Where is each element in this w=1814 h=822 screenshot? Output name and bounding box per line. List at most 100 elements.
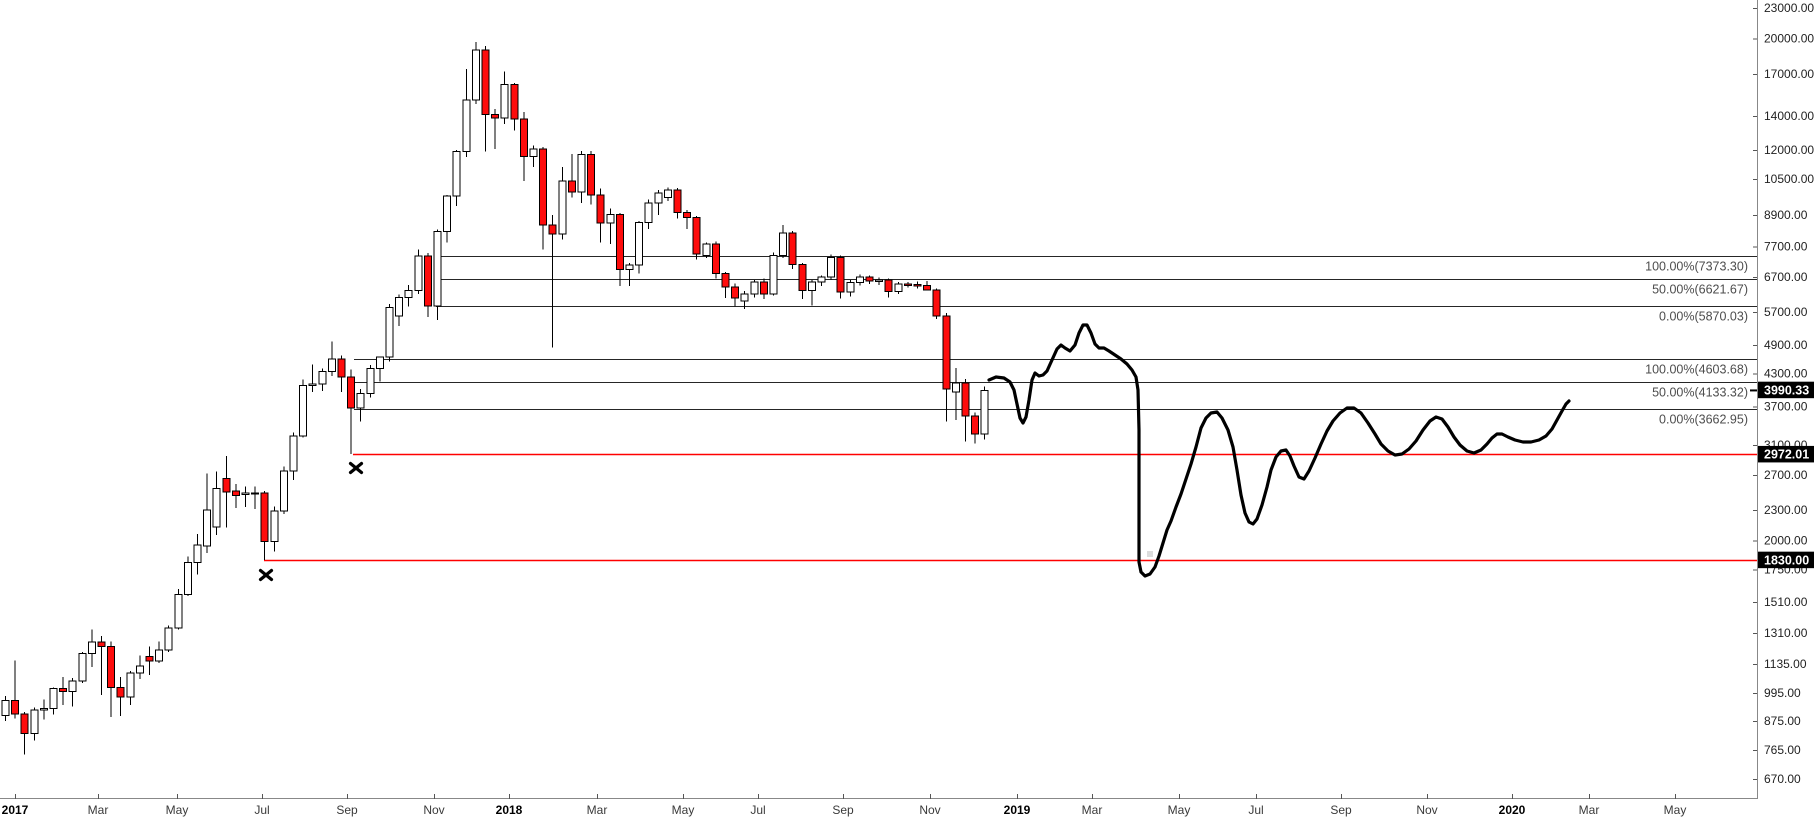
- candle: [212, 471, 221, 536]
- candle: [884, 278, 893, 298]
- candle: [270, 506, 279, 552]
- candle: [913, 281, 922, 289]
- month-label: May: [1664, 803, 1687, 817]
- fib-retracement-1[interactable]: 100.00%(7373.30) 50.00%(6621.67) 0.00%(587…: [436, 256, 1757, 324]
- candle: [481, 46, 490, 152]
- fib-retracement-2[interactable]: 100.00%(4603.68) 50.00%(4133.32) 0.00%(366…: [354, 359, 1757, 427]
- month-label: Jul: [254, 803, 269, 817]
- candlestick-series[interactable]: [1, 42, 989, 755]
- x-mark[interactable]: [348, 461, 364, 475]
- candle: [1, 696, 10, 721]
- candle: [337, 355, 346, 393]
- candle-body: [923, 285, 932, 291]
- candle: [308, 364, 317, 393]
- candle-body: [107, 646, 116, 688]
- candle: [846, 280, 855, 297]
- candle-body: [875, 279, 884, 283]
- candle: [39, 699, 48, 720]
- fib-level-label: 100.00%(7373.30): [1645, 260, 1748, 274]
- candle: [222, 455, 231, 528]
- candle: [395, 294, 404, 326]
- freehand-projection-line[interactable]: [987, 323, 1571, 578]
- candle: [87, 629, 96, 667]
- candle: [78, 651, 87, 684]
- candle-body: [68, 680, 77, 693]
- candle-body: [260, 492, 269, 543]
- candle: [241, 486, 250, 508]
- candle-body: [174, 594, 183, 629]
- candle: [491, 109, 500, 149]
- candle: [203, 473, 212, 553]
- candle-body: [318, 371, 327, 385]
- candle-body: [884, 279, 893, 292]
- candle-body: [135, 665, 144, 674]
- candle: [654, 189, 663, 216]
- price-tick-label: 2000.00: [1764, 534, 1808, 548]
- candle-body: [500, 84, 509, 119]
- candle: [251, 486, 260, 510]
- candle: [615, 213, 624, 286]
- candle-body: [913, 284, 922, 287]
- candle: [692, 216, 701, 260]
- year-label: 2018: [496, 803, 523, 817]
- candle: [731, 283, 740, 307]
- price-tick-label: 765.00: [1764, 743, 1801, 757]
- candle-body: [414, 255, 423, 291]
- candle: [750, 280, 759, 298]
- candle: [635, 221, 644, 274]
- candle-body: [145, 656, 154, 662]
- price-tag-value: 1830.00: [1764, 553, 1809, 567]
- candle-body: [635, 221, 644, 266]
- candle: [193, 534, 202, 575]
- candle-body: [529, 148, 538, 157]
- month-label: Mar: [587, 803, 608, 817]
- candle: [625, 262, 634, 286]
- price-tick-label: 4300.00: [1764, 367, 1808, 381]
- candle: [721, 272, 730, 299]
- candle-body: [663, 189, 672, 198]
- candle-body: [971, 415, 980, 435]
- candle: [817, 275, 826, 286]
- fib-level-label: 100.00%(4603.68): [1645, 363, 1748, 377]
- candle: [788, 230, 797, 269]
- candle: [519, 112, 528, 182]
- price-tag-box: [1758, 551, 1814, 569]
- candle-body: [625, 264, 634, 270]
- candle-body: [87, 641, 96, 655]
- candle: [433, 229, 442, 320]
- candle: [827, 254, 836, 281]
- candle: [385, 303, 394, 362]
- candle: [644, 199, 653, 229]
- time-axis[interactable]: 2017 Mar May Jul Sep Nov 2018 Mar May Jul Sep Nov 20…: [2, 794, 1687, 817]
- price-tag-2972.01: 2972.01: [1758, 445, 1814, 463]
- candle: [596, 188, 605, 243]
- candle-body: [798, 263, 807, 291]
- candle-body: [606, 214, 615, 224]
- candle-body: [807, 281, 816, 291]
- candle-body: [644, 202, 653, 223]
- candle-body: [443, 195, 452, 233]
- candle-body: [212, 487, 221, 528]
- month-label: Jul: [750, 803, 765, 817]
- price-tick-label: 670.00: [1764, 772, 1801, 786]
- year-label: 2017: [2, 803, 29, 817]
- candle-body: [20, 713, 29, 735]
- candle: [20, 712, 29, 755]
- candle: [414, 249, 423, 294]
- candle-body: [375, 356, 384, 370]
- candle-body: [395, 296, 404, 317]
- drawing-handle[interactable]: [1147, 551, 1153, 557]
- candle-body: [865, 276, 874, 282]
- candle-body: [279, 470, 288, 512]
- month-label: Sep: [832, 803, 854, 817]
- x-mark[interactable]: [258, 568, 274, 582]
- candle-body: [788, 232, 797, 265]
- candle: [500, 71, 509, 125]
- candle: [97, 636, 106, 695]
- candle: [769, 252, 778, 296]
- candle-body: [327, 358, 336, 373]
- candle: [577, 150, 586, 204]
- candle-body: [183, 561, 192, 596]
- candle-body: [951, 382, 960, 393]
